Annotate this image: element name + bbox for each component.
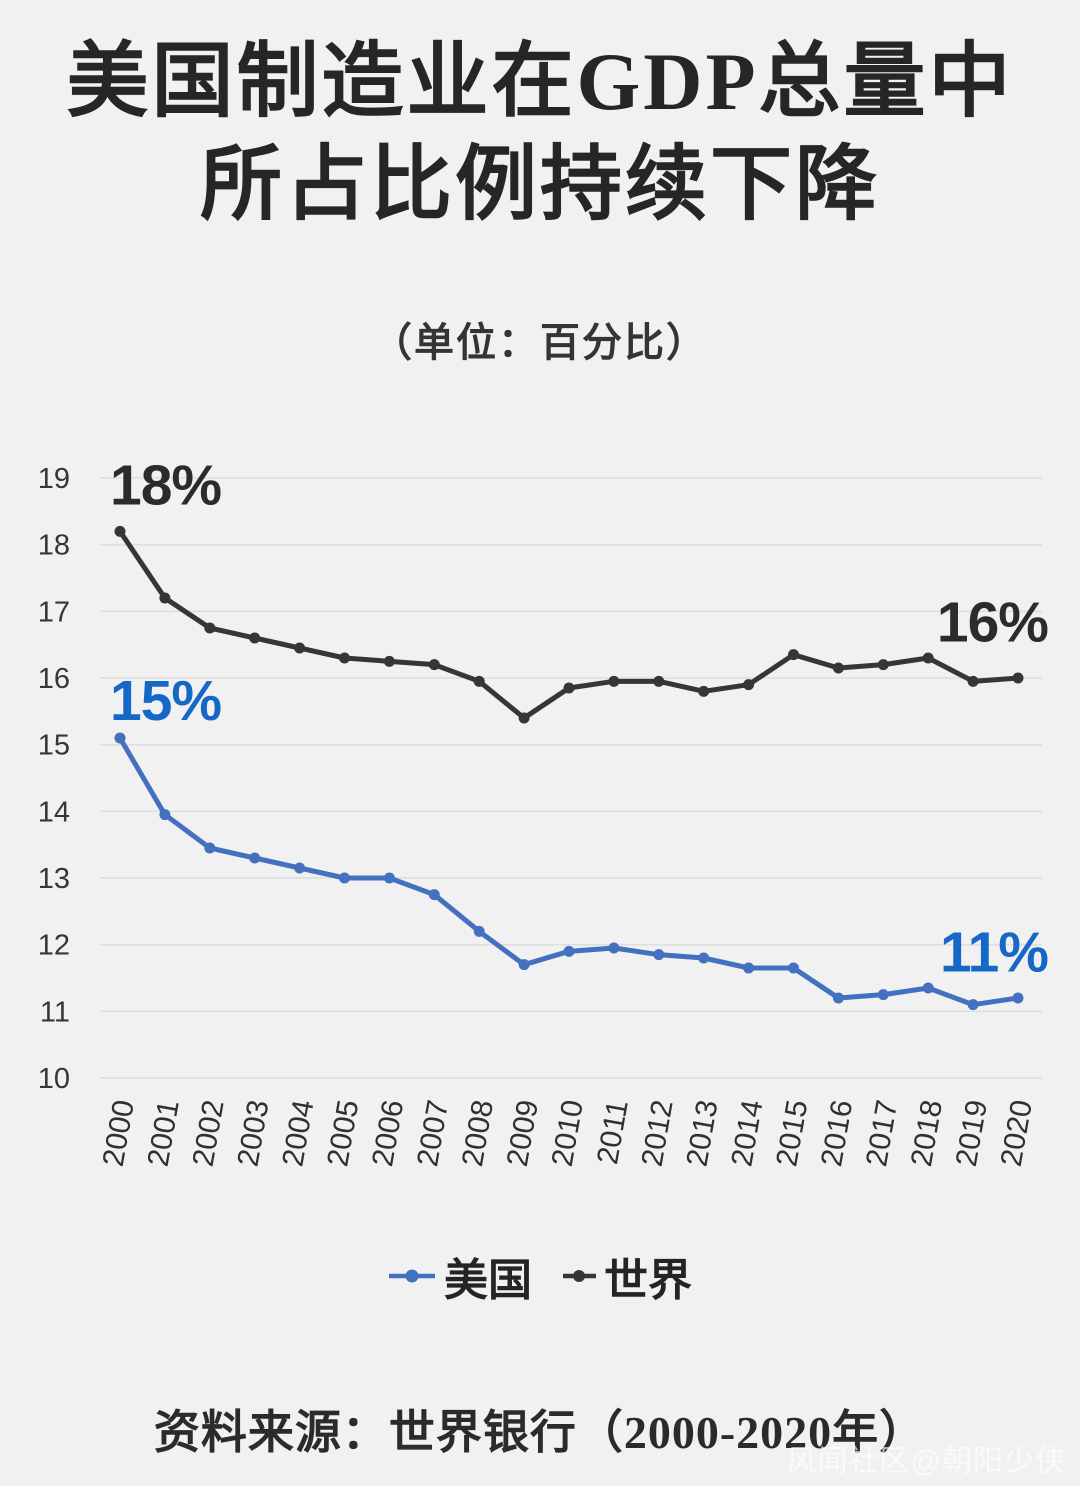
x-axis-tick-label: 2009	[501, 1097, 545, 1168]
x-axis-tick-label: 2003	[232, 1097, 276, 1168]
data-point	[563, 945, 575, 957]
data-point	[653, 675, 665, 687]
data-point	[922, 652, 934, 664]
x-axis-tick-label: 2011	[591, 1097, 635, 1166]
data-point	[114, 525, 126, 537]
value-annotation: 18%	[110, 454, 221, 518]
x-axis-tick-label: 2013	[681, 1097, 725, 1168]
x-axis-tick-label: 2012	[636, 1097, 680, 1168]
data-point	[967, 675, 979, 687]
y-axis-tick-label: 14	[38, 796, 70, 828]
legend-label-world: 世界	[604, 1256, 692, 1305]
data-point	[698, 685, 710, 697]
x-axis-tick-label: 2010	[546, 1097, 590, 1168]
x-axis-tick-label: 2007	[411, 1097, 455, 1168]
data-point	[563, 682, 575, 694]
data-point	[518, 712, 530, 724]
y-axis-tick-label: 11	[40, 996, 70, 1028]
data-point	[1012, 992, 1024, 1004]
x-axis-tick-label: 2019	[950, 1097, 994, 1168]
page-title: 美国制造业在GDP总量中 所占比例持续下降	[0, 30, 1080, 237]
title-line-2: 所占比例持续下降	[199, 139, 880, 231]
data-point	[159, 809, 171, 821]
x-axis-tick-label: 2016	[815, 1097, 859, 1168]
watermark: 风闻社区@朝阳少侠	[786, 1445, 1066, 1478]
data-point	[428, 889, 440, 901]
x-axis-tick-label: 2008	[456, 1097, 500, 1168]
x-axis-tick-label: 2001	[142, 1097, 186, 1168]
data-point	[204, 842, 216, 854]
line-chart: 19 18 17 16 15 14 13 12 11 10 2000 2001 2002 2003 2004…	[38, 454, 1050, 1169]
x-axis-tick-label: 2005	[321, 1097, 365, 1168]
data-point	[294, 642, 306, 654]
x-axis-tick-label: 2015	[770, 1097, 814, 1168]
data-point	[788, 962, 799, 974]
data-point	[653, 949, 665, 961]
data-point	[339, 652, 350, 664]
data-point	[249, 852, 261, 864]
data-point	[294, 862, 306, 874]
data-point	[518, 959, 530, 971]
source-prefix: 资料来源：	[153, 1407, 389, 1458]
data-point	[428, 659, 440, 671]
legend-item-world: 世界	[562, 1244, 692, 1308]
title-line-1: 美国制造业在GDP总量中	[66, 36, 1014, 127]
data-point	[383, 872, 395, 884]
unit-note: （单位：百分比）	[372, 320, 708, 365]
data-point	[788, 649, 799, 661]
data-point	[473, 675, 485, 687]
chart-legend: 美国 世界	[0, 1244, 1080, 1308]
x-axis-tick-label: 2020	[995, 1097, 1039, 1168]
data-point	[249, 632, 261, 644]
data-point	[114, 732, 126, 744]
y-axis-tick-label: 19	[38, 463, 70, 495]
data-point	[832, 992, 844, 1004]
data-point	[698, 952, 710, 964]
x-axis-tick-label: 2002	[187, 1097, 231, 1168]
y-axis-tick-label: 12	[38, 930, 70, 962]
y-axis-tick-label: 13	[38, 863, 70, 895]
source-note: 资料来源：世界银行（2000-2020年）	[0, 1396, 1080, 1462]
x-axis-tick-label: 2004	[276, 1097, 320, 1168]
series-line-美国	[117, 735, 1021, 1008]
us-line-marker-icon	[389, 1269, 435, 1283]
data-point	[877, 659, 889, 671]
data-point	[743, 679, 755, 691]
data-point	[608, 942, 620, 954]
x-axis-tick-label: 2000	[97, 1097, 141, 1168]
value-annotation: 15%	[110, 669, 221, 733]
y-axis-tick-label: 18	[38, 530, 70, 562]
data-point	[967, 999, 979, 1011]
y-axis-tick-label: 17	[38, 596, 70, 628]
x-axis-tick-label: 2006	[366, 1097, 410, 1168]
data-point	[473, 925, 485, 937]
data-point	[832, 662, 844, 674]
data-point	[383, 655, 395, 667]
y-axis-tick-label: 15	[38, 730, 70, 762]
data-point	[339, 872, 350, 884]
world-line-marker-icon	[563, 1270, 596, 1282]
data-point	[743, 962, 755, 974]
x-axis-tick-label: 2017	[860, 1097, 904, 1168]
source-text: 世界银行（2000-2020年）	[388, 1407, 927, 1458]
data-point	[877, 989, 889, 1001]
x-axis-tick-label: 2018	[905, 1097, 949, 1168]
data-point	[922, 982, 934, 994]
value-annotation: 16%	[937, 590, 1048, 654]
data-point	[159, 592, 171, 604]
data-point	[204, 622, 216, 634]
data-point	[608, 675, 620, 687]
legend-label-us: 美国	[444, 1256, 532, 1305]
legend-item-us: 美国	[388, 1244, 532, 1308]
value-annotation: 11%	[940, 920, 1048, 984]
data-point	[1012, 672, 1024, 684]
y-axis-tick-label: 16	[38, 663, 70, 695]
x-axis-tick-label: 2014	[725, 1097, 769, 1168]
y-axis-tick-label: 10	[38, 1063, 70, 1095]
